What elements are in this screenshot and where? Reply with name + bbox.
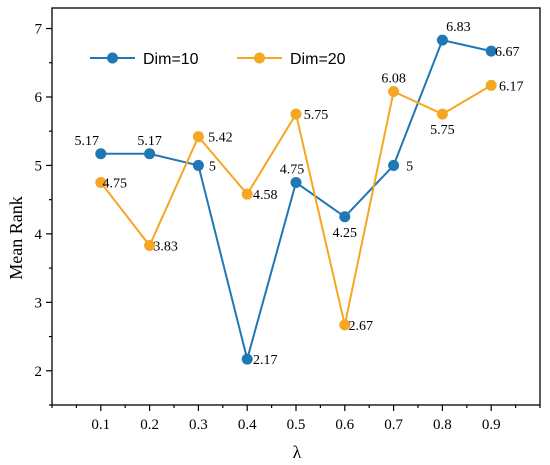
series-1-point (241, 353, 253, 365)
y-tick-label: 3 (35, 295, 43, 311)
x-tick-label: 0.2 (140, 417, 159, 433)
x-tick-label: 0.7 (384, 417, 403, 433)
series-1-point (144, 148, 156, 160)
legend-swatch-marker (107, 52, 118, 64)
series-2-point (192, 131, 204, 143)
x-tick-label: 0.6 (335, 417, 354, 433)
data-label: 2.17 (253, 353, 278, 368)
series-2-point (290, 108, 302, 120)
legend-swatch-marker (254, 52, 265, 64)
data-label-layer: 5.17 5.17 5 2.17 4.75 4.25 5 6.83 6.67 4.75 3.83 5.… (75, 20, 524, 368)
x-tick-label: 0.8 (433, 417, 452, 433)
series-1-point (95, 148, 107, 160)
data-label: 5 (209, 159, 216, 174)
series-1-point (388, 159, 400, 171)
data-label: 6.83 (446, 20, 471, 35)
series-line-2 (100, 84, 492, 326)
data-label: 2.67 (349, 319, 374, 334)
y-tick-label: 7 (35, 22, 43, 38)
data-label: 5.17 (137, 134, 162, 149)
data-label: 5 (406, 159, 413, 174)
data-label: 6.08 (381, 72, 406, 87)
y-tick-label: 4 (35, 227, 43, 243)
series-2-point (144, 240, 156, 252)
data-label: 6.67 (495, 45, 520, 60)
x-tick-label: 0.9 (482, 417, 501, 433)
data-label: 4.25 (333, 226, 358, 241)
data-label: 5.17 (75, 134, 100, 149)
y-axis-title: Mean Rank (6, 196, 26, 279)
data-label: 6.17 (499, 79, 524, 94)
legend: Dim=10 Dim=20 (90, 51, 346, 68)
series-2-point (339, 319, 351, 331)
series-2-point (485, 79, 497, 91)
axes: 2 3 4 5 6 7 0.1 0.2 0.3 0.4 0.5 0.6 0.7 0.8 0.9 (35, 7, 541, 433)
y-tick-label: 5 (35, 158, 43, 174)
data-label: 5.75 (304, 108, 329, 123)
data-label: 3.83 (153, 240, 178, 255)
series-1-point (192, 159, 204, 171)
series-2-point (436, 108, 448, 120)
x-tick-label: 0.4 (238, 417, 257, 433)
data-label: 4.75 (103, 177, 128, 192)
series-1-point (436, 34, 448, 46)
data-label: 5.75 (430, 123, 455, 138)
legend-label: Dim=10 (143, 51, 199, 68)
series-2-point (388, 86, 400, 98)
legend-label: Dim=20 (290, 51, 346, 68)
series-1-point (290, 177, 302, 189)
y-tick-label: 6 (35, 90, 43, 106)
series-layer (95, 34, 497, 365)
data-label: 4.58 (253, 188, 278, 203)
series-line-1 (100, 39, 492, 364)
x-axis-title: λ (293, 442, 302, 462)
series-2-point (95, 177, 107, 189)
series-1-point (485, 45, 497, 57)
series-1-point (339, 211, 351, 223)
data-label: 5.42 (208, 131, 233, 146)
y-tick-label: 2 (35, 364, 43, 380)
x-tick-label: 0.5 (287, 417, 306, 433)
x-tick-label: 0.1 (91, 417, 110, 433)
data-label: 4.75 (280, 163, 305, 178)
x-tick-label: 0.3 (189, 417, 208, 433)
series-2-point (241, 188, 253, 200)
